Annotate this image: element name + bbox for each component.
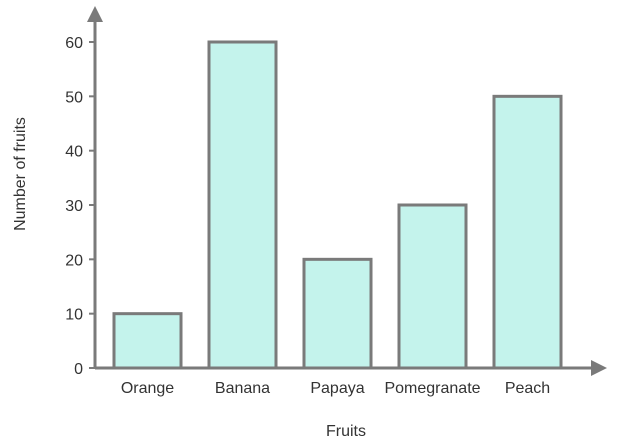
x-tick-label-orange: Orange [121,380,174,397]
x-axis-arrow [591,360,607,376]
x-tick-label-peach: Peach [505,380,550,397]
x-axis-title: Fruits [326,423,366,440]
bar-banana [207,40,278,370]
x-tick-label-pomegranate: Pomegranate [384,380,480,397]
y-tick-label: 20 [65,252,83,269]
y-tick-label: 40 [65,144,83,161]
y-tick-label: 10 [65,307,83,324]
bar-peach [492,94,563,370]
y-axis-arrow [87,6,103,22]
bar-pomegranate [397,203,468,370]
y-tick-label: 60 [65,35,83,52]
y-ticks-group: 0 10 20 30 40 50 60 [65,35,95,378]
y-tick-label: 0 [74,361,83,378]
bars-group [112,40,563,370]
x-tick-label-papaya: Papaya [310,380,364,397]
x-tick-label-banana: Banana [215,380,270,397]
bar-orange [112,312,183,370]
y-tick-label: 50 [65,89,83,106]
bar-papaya [302,257,373,370]
x-labels-group: Orange Banana Papaya Pomegranate Peach [121,380,550,397]
y-tick-label: 30 [65,198,83,215]
y-axis-title: Number of fruits [12,117,29,231]
axes-group [87,6,607,376]
